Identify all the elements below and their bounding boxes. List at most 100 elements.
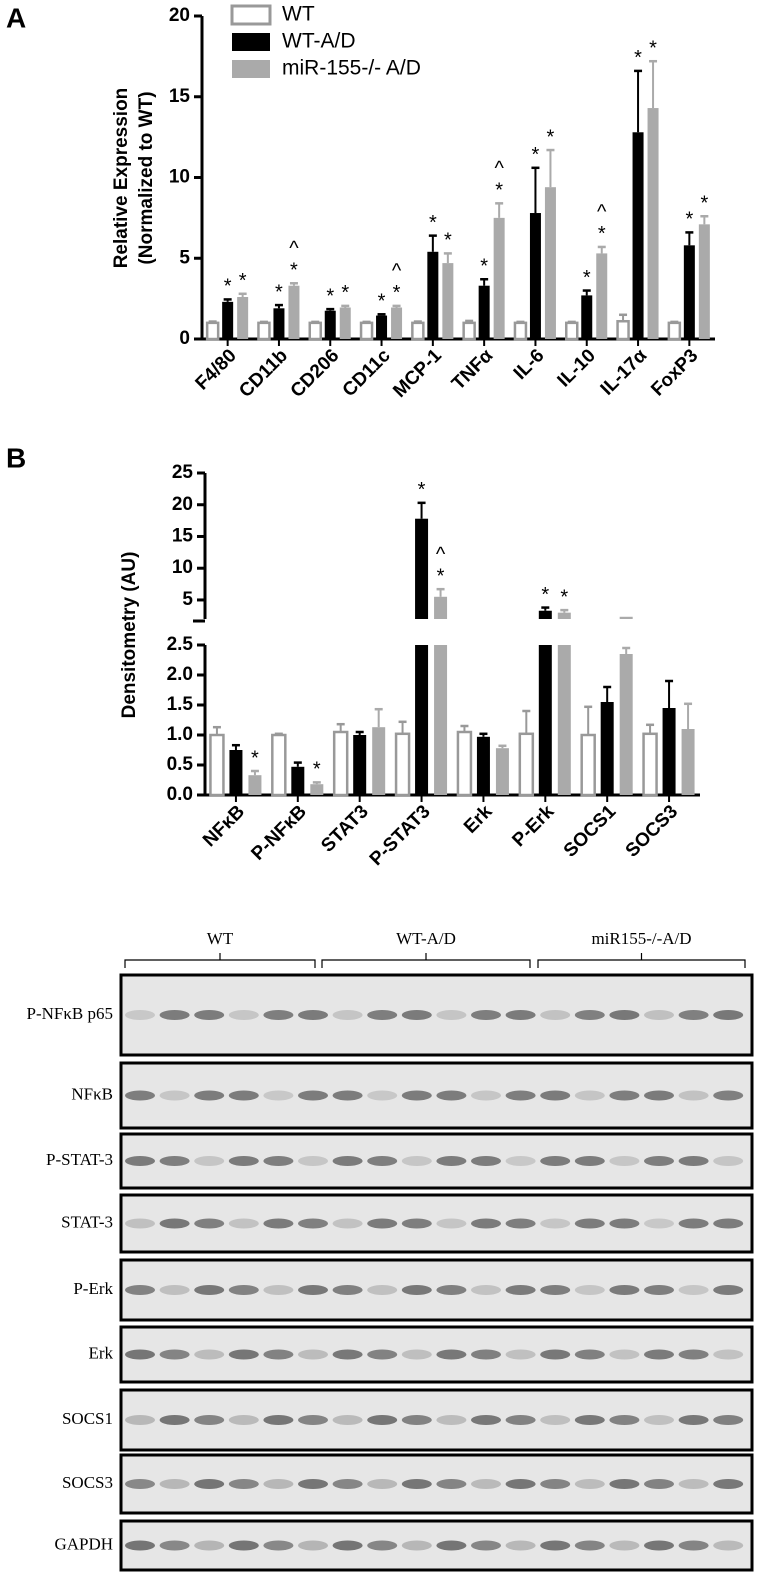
blot-band (574, 1415, 605, 1425)
blot-label: P-STAT-3 (46, 1150, 113, 1169)
blot-band (505, 1479, 536, 1489)
blot-label: SOCS1 (62, 1409, 113, 1428)
blot-band (678, 1218, 709, 1229)
y-tick-label: 0.0 (167, 784, 193, 805)
y-tick-label: 15 (172, 525, 194, 546)
blot-band (540, 1349, 571, 1360)
y-tick-label: 10 (172, 557, 193, 578)
blot-band (540, 1540, 571, 1551)
blot-band (609, 1285, 640, 1295)
blot-band (574, 1218, 605, 1229)
bar (698, 224, 710, 339)
bar (229, 750, 243, 795)
blot-band (401, 1540, 432, 1551)
annotation: * (541, 584, 549, 606)
blot-band (159, 1349, 190, 1360)
blot-band (228, 1090, 259, 1101)
annotation: * (378, 291, 386, 313)
blot-band (713, 1285, 744, 1295)
blot-band (540, 1479, 571, 1489)
bar (557, 645, 571, 795)
annotation: * (480, 256, 488, 278)
y-tick-label: 1.0 (167, 724, 193, 745)
blot-band (298, 1218, 328, 1229)
x-tick-label: NFκB (199, 801, 249, 851)
blot-band (298, 1415, 328, 1425)
blot-band (125, 1349, 155, 1360)
bar (580, 733, 596, 797)
annotation: ^ (436, 543, 446, 565)
x-tick-label: MCP-1 (389, 345, 446, 402)
blot-band (125, 1540, 155, 1551)
blot-band (436, 1349, 467, 1360)
blot-label: NFκB (71, 1084, 113, 1103)
blot-band (367, 1010, 398, 1020)
x-tick-label: SOCS1 (560, 801, 621, 862)
blot-band (159, 1218, 190, 1229)
x-tick-label: IL-17α (597, 345, 652, 400)
blot-band (644, 1415, 674, 1425)
blot-band (298, 1156, 328, 1166)
annotation: * (560, 586, 568, 608)
blot-band (609, 1415, 640, 1425)
bar (632, 132, 644, 339)
blot-label: GAPDH (54, 1534, 113, 1553)
bar (222, 301, 234, 339)
y-tick-label: 1.5 (167, 694, 194, 715)
blot-band (471, 1415, 501, 1425)
legend-label: miR-155-/- A/D (282, 57, 421, 80)
blot-band (505, 1540, 536, 1551)
blot-band (678, 1349, 709, 1360)
blot-band (540, 1156, 571, 1166)
group-label: WT (207, 929, 234, 948)
bar (478, 285, 490, 339)
bar (391, 307, 403, 339)
annotation: * (275, 281, 283, 303)
bar (291, 766, 305, 795)
blot-band (367, 1156, 398, 1166)
bar (288, 285, 300, 339)
blot-band (678, 1156, 709, 1166)
annotation: ^ (392, 260, 402, 282)
blot-band (540, 1218, 571, 1229)
bar (332, 730, 349, 797)
blot-band (644, 1156, 674, 1166)
blot-band (125, 1010, 155, 1020)
blot-band (194, 1415, 225, 1425)
blot-band (436, 1479, 467, 1489)
blot-band (540, 1010, 571, 1020)
y-axis-label: Relative Expression (111, 88, 132, 269)
x-tick-label: P-NFκB (247, 801, 310, 864)
bracket (537, 953, 746, 968)
y-tick-label: 25 (172, 462, 194, 483)
blot-band (609, 1540, 640, 1551)
bar (271, 733, 287, 797)
annotation: * (598, 223, 606, 245)
blot-band (471, 1285, 501, 1295)
legend-swatch (232, 60, 270, 78)
annotation: * (700, 193, 708, 215)
blot-band (228, 1218, 259, 1229)
bar (237, 297, 249, 339)
group-label: miR155-/-A/D (591, 929, 691, 948)
annotation: * (444, 230, 452, 252)
bar (565, 321, 579, 341)
blot-band (678, 1010, 709, 1020)
bar (257, 321, 271, 341)
blot-band (436, 1010, 467, 1020)
blot-band (574, 1285, 605, 1295)
x-tick-label: F4/80 (192, 345, 241, 394)
bar (462, 321, 476, 341)
legend-swatch (232, 33, 270, 51)
blot-band (713, 1010, 744, 1020)
blot-band (194, 1156, 225, 1166)
bar (411, 321, 425, 341)
blot-band (228, 1349, 259, 1360)
blot-band (505, 1156, 536, 1166)
x-tick-label: P-STAT3 (366, 801, 435, 870)
bar (209, 733, 225, 797)
blot-band (298, 1010, 328, 1020)
bar (353, 735, 367, 795)
bar (600, 702, 614, 795)
blot-band (125, 1415, 155, 1425)
